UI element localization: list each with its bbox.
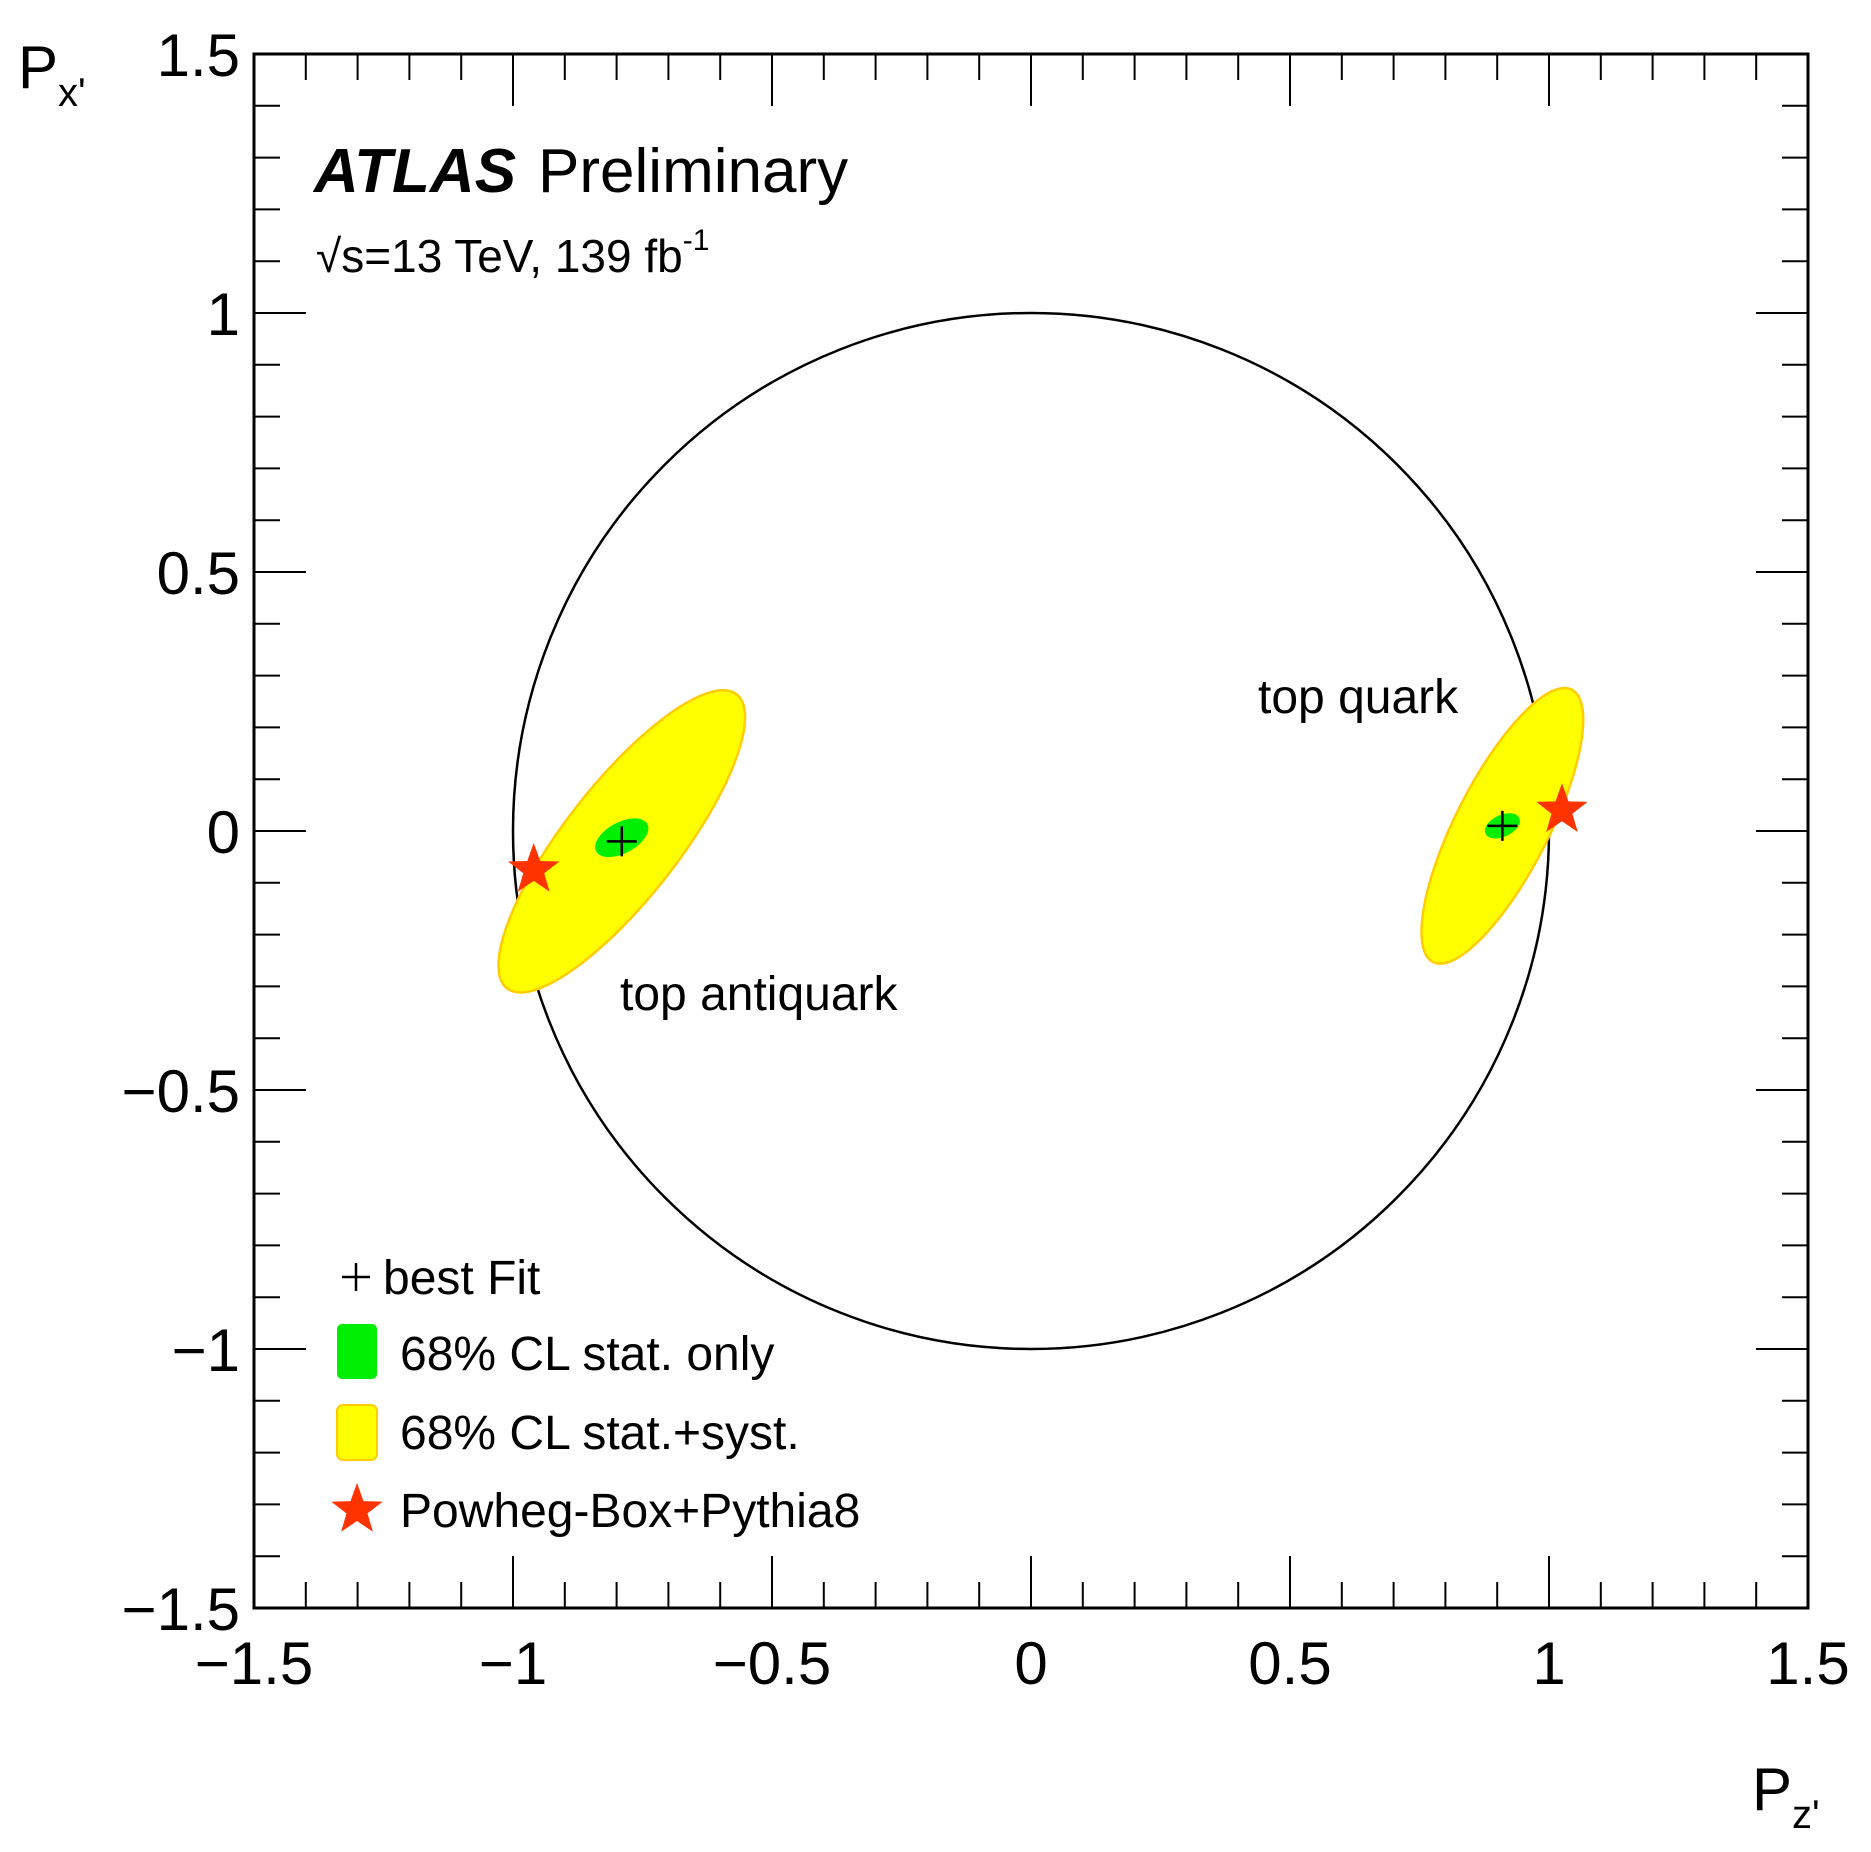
legend-label-stat-only: 68% CL stat. only	[400, 1328, 774, 1381]
best-fit-marker-top-antiquark	[606, 826, 637, 857]
legend-label-stat-syst: 68% CL stat.+syst.	[400, 1407, 800, 1460]
energy-lumi-text: √s=13 TeV, 139 fb	[316, 230, 683, 282]
x-tick-label: 1.5	[1766, 1630, 1849, 1697]
x-tick-label: 0.5	[1248, 1630, 1331, 1697]
axis-ticks: −1.5 −1 −0.5 0 0.5 1 1.5 −1.5 −1 −0.5 0 0.5 1 1.5	[122, 22, 1850, 1697]
y-axis-title: Px'	[18, 34, 86, 115]
legend-yellow-box-icon	[336, 1404, 378, 1461]
legend-entry-stat-syst: 68% CL stat.+syst.	[336, 1404, 800, 1461]
y-tick-label: −1.5	[122, 1576, 240, 1643]
y-tick-label: 1.5	[157, 22, 240, 89]
series-top-quark	[1420, 686, 1588, 965]
x-tick-label: −0.5	[713, 1630, 831, 1697]
y-tick-label: 0.5	[157, 540, 240, 607]
experiment-name: ATLAS	[312, 137, 516, 206]
best-fit-marker-top-quark	[1487, 810, 1518, 841]
prediction-star-top-antiquark	[508, 842, 560, 892]
y-tick-label: 1	[207, 281, 240, 348]
legend-label-best-fit: best Fit	[383, 1252, 540, 1305]
legend: best Fit 68% CL stat. only 68% CL stat.+…	[331, 1252, 860, 1538]
experiment-label: ATLAS Preliminary	[312, 137, 848, 206]
legend-entry-best-fit: best Fit	[342, 1252, 540, 1305]
prediction-star-top-quark	[1536, 783, 1588, 833]
annotation-top-antiquark: top antiquark	[620, 968, 899, 1021]
series-top-antiquark	[497, 689, 747, 994]
x-tick-label: −1.5	[195, 1630, 313, 1697]
y-tick-label: −0.5	[122, 1058, 240, 1125]
x-tick-label: 1	[1532, 1630, 1565, 1697]
legend-entry-stat-only: 68% CL stat. only	[337, 1324, 774, 1381]
legend-green-box-icon	[337, 1324, 377, 1379]
data-marks	[497, 311, 1588, 1351]
experiment-status: Preliminary	[538, 137, 848, 206]
x-axis-title: Pz'	[1752, 1756, 1820, 1837]
legend-star-icon	[331, 1483, 383, 1532]
legend-cross-icon	[342, 1263, 370, 1291]
legend-label-prediction: Powheg-Box+Pythia8	[400, 1485, 860, 1538]
annotation-top-quark: top quark	[1258, 671, 1459, 724]
x-axis-title-main: P	[1752, 1756, 1792, 1823]
y-tick-label: −1	[172, 1317, 240, 1384]
x-axis-title-sub: z'	[1792, 1793, 1820, 1837]
x-tick-label: −1	[479, 1630, 547, 1697]
lumi-exponent: -1	[683, 224, 710, 257]
y-axis-title-main: P	[18, 34, 58, 101]
energy-lumi-label: √s=13 TeV, 139 fb-1	[316, 224, 709, 282]
y-axis-title-sub: x'	[58, 71, 86, 115]
legend-entry-prediction: Powheg-Box+Pythia8	[331, 1483, 860, 1538]
x-tick-label: 0	[1014, 1630, 1047, 1697]
y-tick-label: 0	[207, 799, 240, 866]
